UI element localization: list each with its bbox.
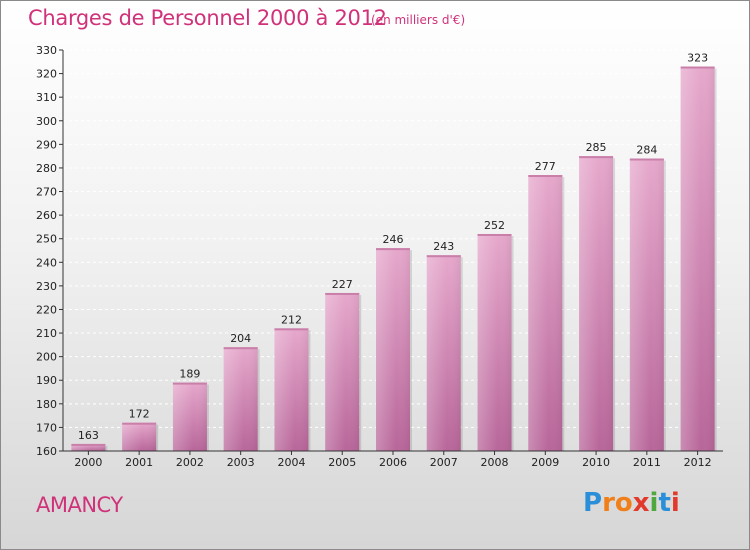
data-label: 172 bbox=[129, 408, 150, 421]
y-tick-label: 190 bbox=[36, 374, 57, 387]
x-tick-label: 2011 bbox=[633, 456, 661, 469]
bar-shine bbox=[528, 175, 563, 452]
y-tick-label: 220 bbox=[36, 303, 57, 316]
logo-letter: x bbox=[632, 488, 650, 518]
y-tick-label: 240 bbox=[36, 256, 57, 269]
bar-shine bbox=[325, 292, 360, 451]
bar-cap bbox=[122, 422, 157, 425]
x-tick-label: 2012 bbox=[684, 456, 712, 469]
logo-letter: P bbox=[583, 488, 603, 518]
logo-letter: i bbox=[670, 488, 680, 518]
bar-cap bbox=[71, 443, 106, 446]
y-tick-label: 250 bbox=[36, 233, 57, 246]
data-label: 243 bbox=[433, 240, 454, 253]
bar-shine bbox=[579, 156, 614, 451]
x-tick-label: 2003 bbox=[227, 456, 255, 469]
chart-title: Charges de Personnel 2000 à 2012 bbox=[28, 6, 387, 30]
bar-cap bbox=[172, 382, 207, 385]
bar-cap bbox=[528, 175, 563, 178]
x-tick-label: 2007 bbox=[430, 456, 458, 469]
data-label: 252 bbox=[484, 219, 505, 232]
data-label: 246 bbox=[383, 233, 404, 246]
y-tick-label: 170 bbox=[36, 421, 57, 434]
y-tick-label: 330 bbox=[36, 44, 57, 57]
x-tick-label: 2005 bbox=[328, 456, 356, 469]
data-label: 323 bbox=[687, 52, 708, 65]
bar-shine bbox=[376, 248, 410, 451]
data-label: 204 bbox=[230, 332, 251, 345]
proxiti-logo: Proxiti bbox=[583, 488, 680, 518]
chart-subtitle: (en milliers d'€) bbox=[371, 13, 466, 27]
y-tick-label: 280 bbox=[36, 162, 57, 175]
bar-shine bbox=[477, 233, 512, 451]
data-label: 212 bbox=[281, 313, 302, 326]
bar-shine bbox=[172, 382, 207, 451]
bar-cap bbox=[376, 248, 410, 251]
data-label: 189 bbox=[179, 368, 200, 381]
logo-letter: i bbox=[649, 488, 659, 518]
y-tick-label: 180 bbox=[36, 398, 57, 411]
x-tick-label: 2002 bbox=[176, 456, 204, 469]
y-tick-label: 200 bbox=[36, 351, 57, 364]
logo-letter: r bbox=[602, 488, 615, 518]
y-tick-label: 160 bbox=[36, 445, 57, 458]
y-tick-label: 320 bbox=[36, 68, 57, 81]
bar-shine bbox=[71, 443, 106, 451]
bar-shine bbox=[122, 422, 157, 451]
x-tick-label: 2010 bbox=[582, 456, 610, 469]
x-tick-label: 2008 bbox=[481, 456, 509, 469]
bar-cap bbox=[426, 255, 461, 258]
city-name: AMANCY bbox=[36, 493, 123, 517]
data-label: 284 bbox=[636, 144, 657, 157]
bar-cap bbox=[629, 158, 664, 161]
x-tick-label: 2001 bbox=[125, 456, 153, 469]
x-tick-label: 2009 bbox=[531, 456, 559, 469]
bars-layer: 163 172 189 204 212 227 246 243 252 277 285 284 323 bbox=[71, 52, 717, 452]
bar-shine bbox=[426, 255, 461, 451]
data-label: 227 bbox=[332, 278, 353, 291]
bar-cap bbox=[579, 156, 614, 159]
data-label: 163 bbox=[78, 429, 99, 442]
bar-cap bbox=[680, 66, 715, 69]
y-tick-label: 300 bbox=[36, 115, 57, 128]
bar-cap bbox=[274, 328, 309, 331]
axis-layer: 160 170 180 190 200 210 220 230 240 250 260 270 280 2… bbox=[36, 44, 723, 469]
bar-cap bbox=[223, 347, 258, 350]
y-tick-label: 290 bbox=[36, 138, 57, 151]
x-tick-label: 2004 bbox=[277, 456, 305, 469]
logo-letter: o bbox=[614, 488, 633, 518]
y-tick-label: 210 bbox=[36, 327, 57, 340]
data-label: 285 bbox=[586, 141, 607, 154]
bar-cap bbox=[477, 233, 512, 236]
bar-cap bbox=[325, 292, 360, 295]
bar-shine bbox=[223, 347, 258, 451]
x-tick-label: 2000 bbox=[74, 456, 102, 469]
bar-shine bbox=[274, 328, 309, 451]
y-tick-label: 230 bbox=[36, 280, 57, 293]
data-label: 277 bbox=[535, 160, 556, 173]
bar-shine bbox=[629, 158, 664, 451]
y-tick-label: 310 bbox=[36, 91, 57, 104]
y-tick-label: 270 bbox=[36, 186, 57, 199]
y-tick-label: 260 bbox=[36, 209, 57, 222]
x-tick-label: 2006 bbox=[379, 456, 407, 469]
bar-shine bbox=[680, 66, 715, 451]
logo-letter: t bbox=[658, 488, 671, 518]
